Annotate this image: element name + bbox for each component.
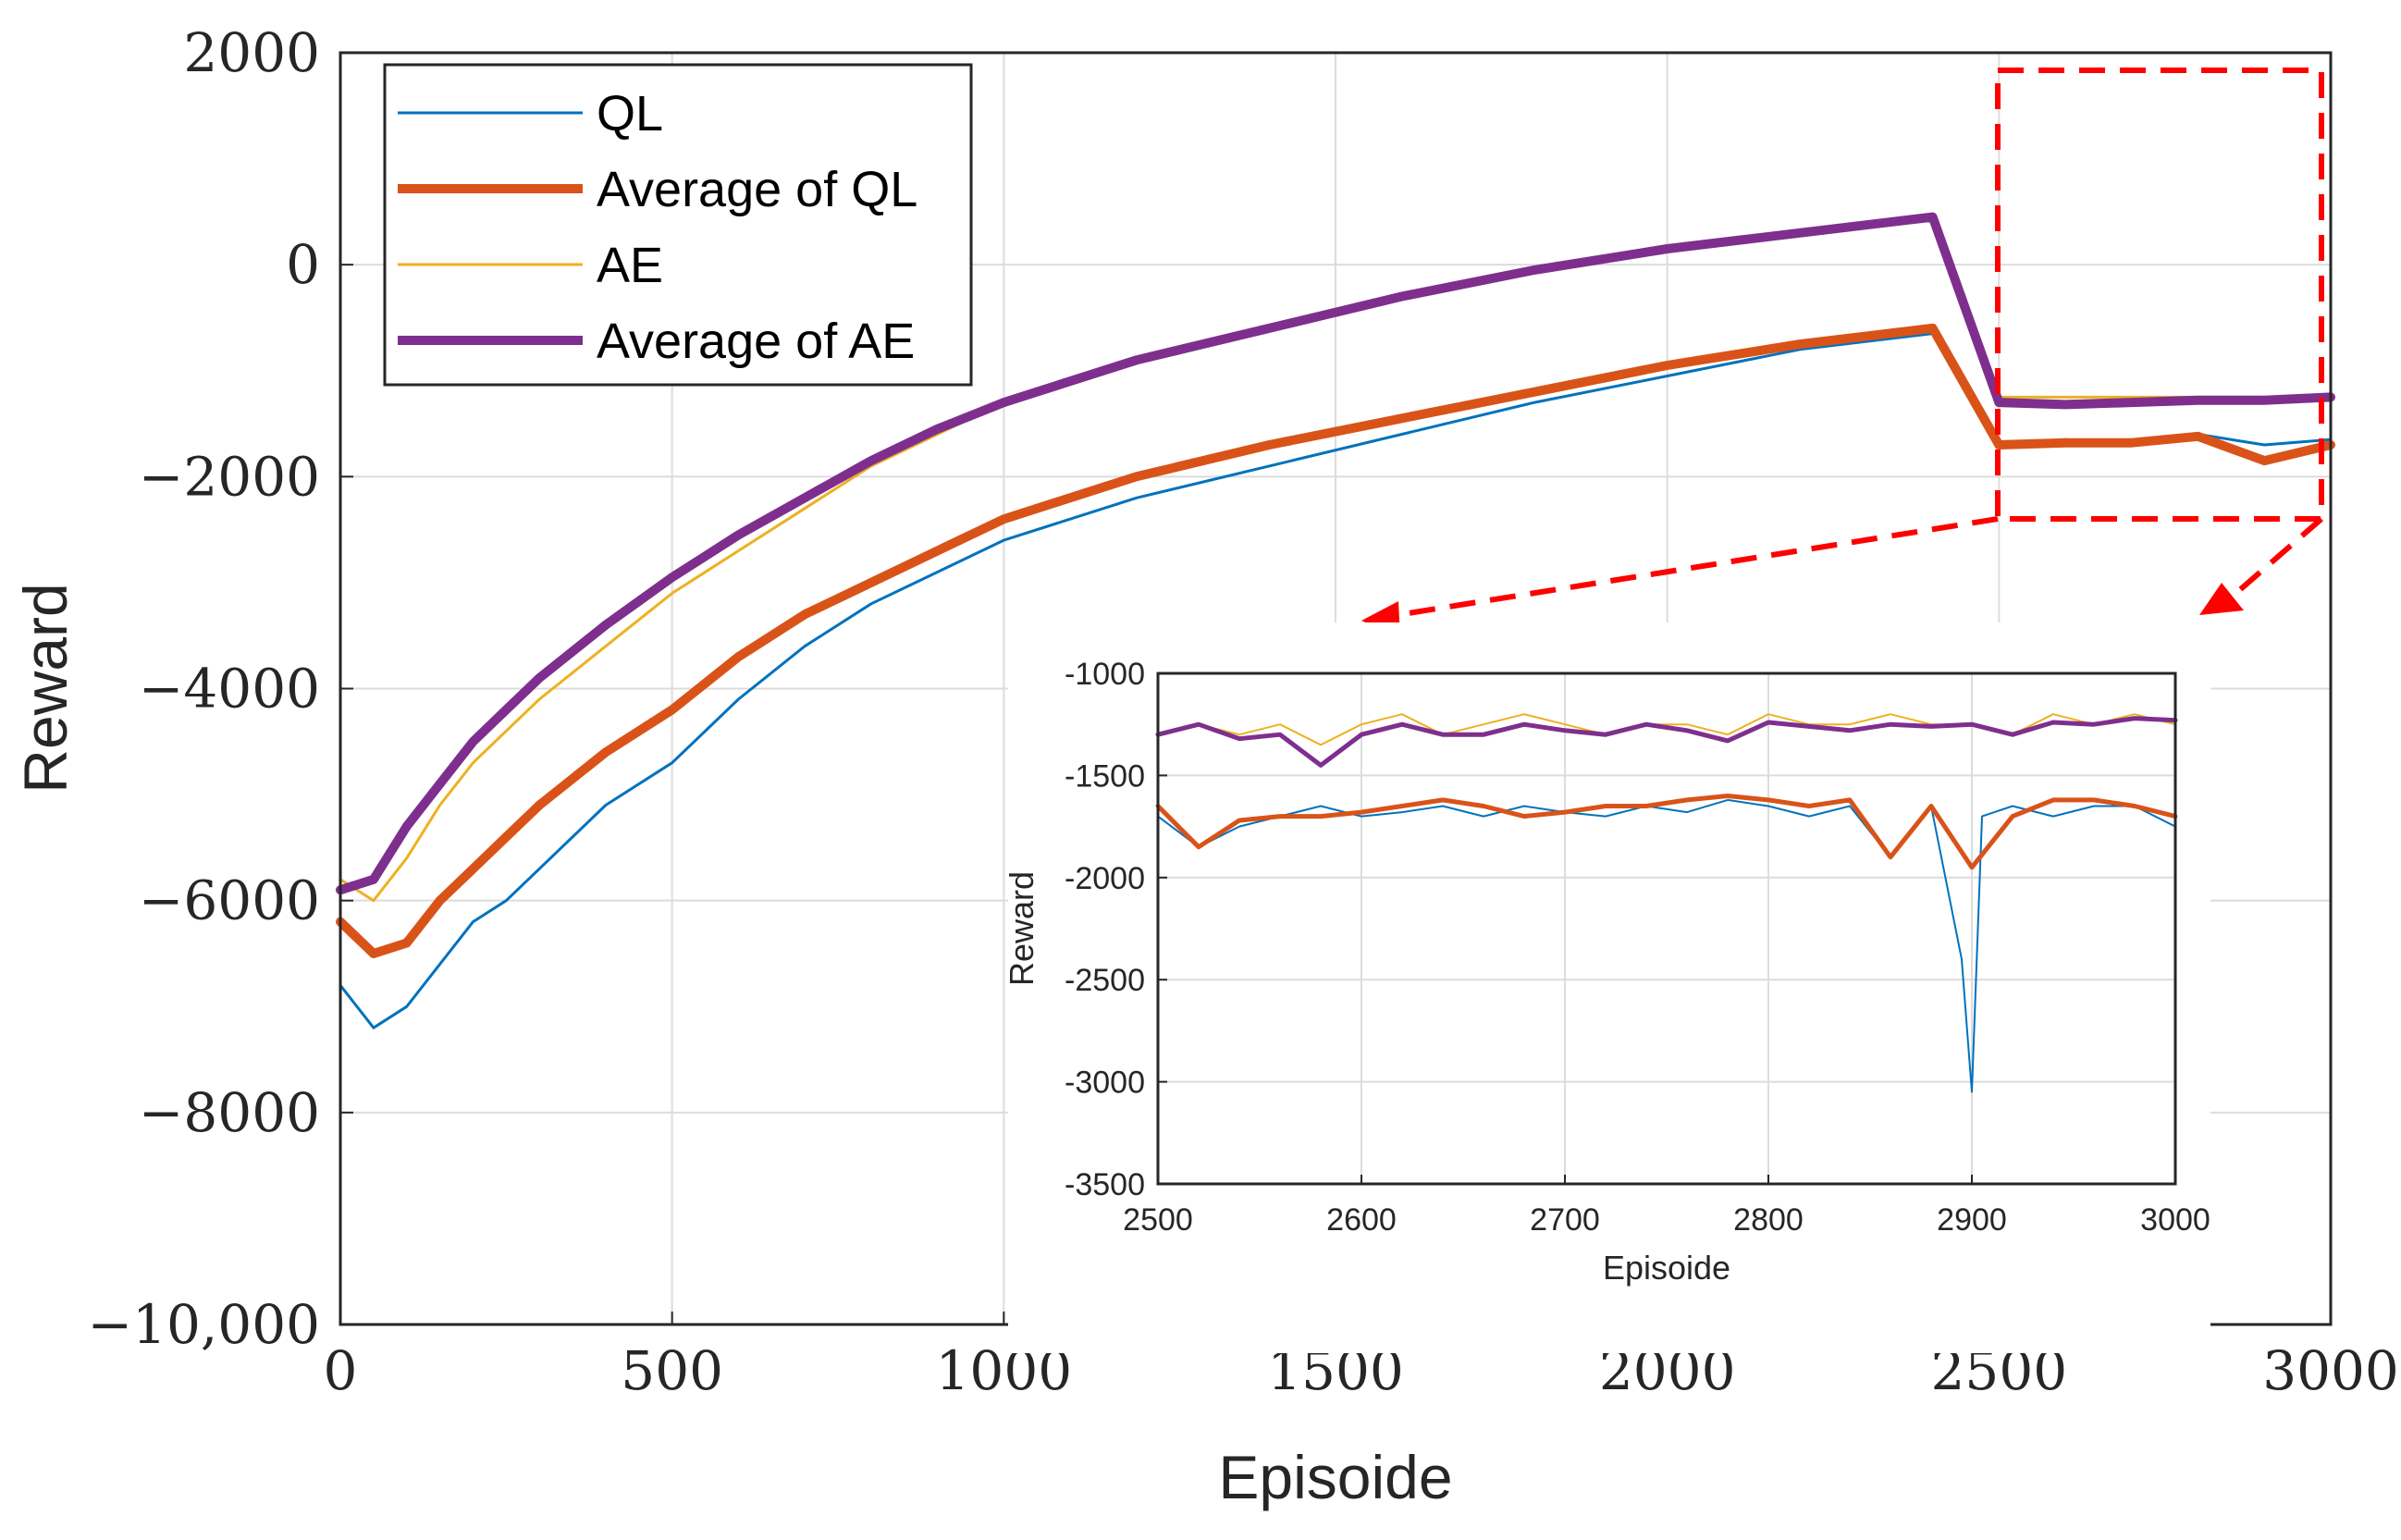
zoom-connector-left [1396, 516, 1999, 618]
inset-x-tick-label: 2800 [1733, 1202, 1804, 1238]
inset-y-tick-label: -1500 [1065, 758, 1145, 794]
inset-y-tick-label: -3500 [1065, 1167, 1145, 1202]
main-x-tick-label: 500 [621, 1339, 723, 1402]
main-series-avg-ql [336, 323, 2335, 958]
inset-y-ticks: -1000 -1500 -2000 -2500 -3000 -3500 [1065, 657, 1167, 1202]
main-x-tick-label: 3000 [2262, 1339, 2399, 1402]
legend: QL Average of QL AE Average of AE [383, 63, 973, 387]
main-y-tick-label: −6000 [139, 869, 320, 932]
main-x-axis-label: Episoide [1218, 1443, 1452, 1511]
inset-series-group [1155, 713, 2178, 1093]
main-y-tick-label: 0 [286, 233, 320, 296]
inset-series-avg-ql [1155, 794, 2178, 870]
main-y-tick-label: −4000 [139, 658, 320, 721]
inset-x-tick-label: 2900 [1937, 1202, 2007, 1238]
legend-label-avg-ae: Average of AE [597, 314, 915, 369]
main-y-tick-label: −8000 [139, 1081, 320, 1144]
inset-y-tick-label: -1000 [1065, 657, 1145, 692]
main-y-tick-label: −10,000 [87, 1293, 320, 1356]
legend-label-ql: QL [597, 86, 663, 142]
inset-x-tick-label: 2500 [1123, 1202, 1193, 1238]
inset-y-axis-label: Reward [1003, 871, 1040, 986]
inset-plot-frame [1156, 671, 2177, 1186]
inset-series-ql [1157, 798, 2176, 1093]
main-y-ticks: 2000 0 −2000 −4000 −6000 −8000 −10,000 [87, 21, 353, 1356]
inset-y-tick-label: -3000 [1065, 1066, 1145, 1101]
inset-x-ticks: 2500 2600 2700 2800 2900 3000 [1123, 1175, 2210, 1238]
inset-x-tick-label: 2700 [1530, 1202, 1600, 1238]
inset-background [1008, 622, 2210, 1353]
zoom-arrowhead-right [2199, 583, 2244, 615]
inset-y-tick-label: -2000 [1065, 861, 1145, 896]
inset-y-tick-label: -2500 [1065, 963, 1145, 998]
inset-x-tick-label: 2600 [1326, 1202, 1397, 1238]
zoom-indicator [1361, 68, 2324, 638]
main-y-tick-label: 2000 [183, 21, 320, 84]
zoom-region-box [1995, 68, 2324, 522]
inset-x-tick-label: 3000 [2140, 1202, 2210, 1238]
main-x-tick-label: 0 [324, 1339, 358, 1402]
main-series-avg-ae [336, 212, 2335, 895]
zoom-connector-right [2227, 516, 2323, 602]
legend-box [383, 63, 973, 387]
main-y-tick-label: −2000 [139, 445, 320, 508]
legend-label-avg-ql: Average of QL [597, 162, 917, 217]
main-y-axis-label: Reward [11, 583, 80, 793]
inset-x-axis-label: Episoide [1603, 1249, 1730, 1287]
main-series-group [336, 212, 2335, 1029]
legend-label-ae: AE [597, 238, 663, 293]
inset-series-avg-ae [1155, 716, 2178, 768]
